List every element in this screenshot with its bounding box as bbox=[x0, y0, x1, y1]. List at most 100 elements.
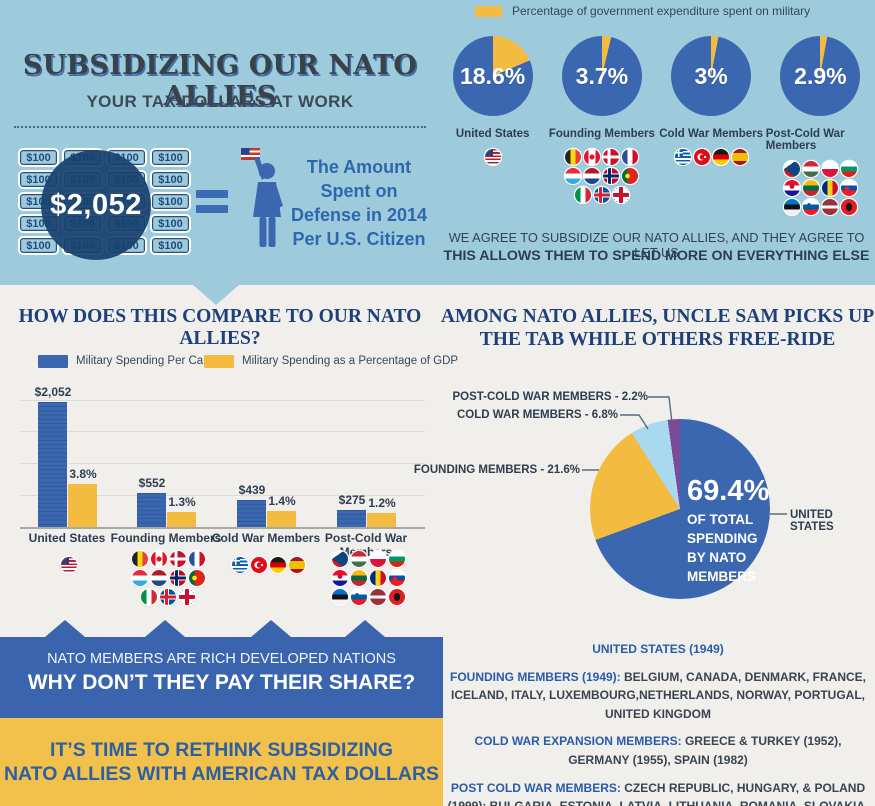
callout-founding: FOUNDING MEMBERS - 21.6% bbox=[413, 464, 580, 476]
flag-es-icon bbox=[731, 149, 748, 165]
yellow-banner bbox=[0, 718, 443, 806]
flag-group-post-cold-war-members bbox=[327, 551, 409, 605]
bar bbox=[237, 500, 266, 527]
subsidize-tagline-line2: THIS ALLOWS THEM TO SPEND MORE ON EVERYT… bbox=[443, 248, 870, 264]
gridline bbox=[20, 400, 425, 401]
pie-value-label: 3% bbox=[694, 62, 728, 89]
gridline bbox=[20, 495, 425, 496]
expenditure-group-post-cold-war-members: 2.9% Post-Cold War Members bbox=[766, 36, 875, 215]
flag-pt-icon bbox=[188, 570, 205, 586]
blue-banner-line2: WHY DON’T THEY PAY THEIR SHARE? bbox=[27, 671, 416, 694]
bar bbox=[337, 510, 366, 527]
flag-fr-icon bbox=[622, 149, 639, 165]
pie-chart-post-cold-war-members: 2.9% bbox=[780, 36, 861, 116]
bar-value-label: $439 bbox=[238, 483, 266, 497]
pie-leader-lines bbox=[582, 396, 787, 515]
callout-cold-war: COLD WAR MEMBERS - 6.8% bbox=[456, 409, 618, 421]
banner-triangle bbox=[345, 620, 385, 637]
bar bbox=[267, 511, 296, 527]
flag-al-icon bbox=[388, 589, 405, 605]
flag-be-icon bbox=[131, 551, 148, 567]
bar-value-label: 3.8% bbox=[69, 467, 97, 481]
group-label: Cold War Members bbox=[659, 128, 763, 140]
pie-value-label: 18.6% bbox=[460, 62, 526, 89]
flag-dk-icon bbox=[169, 551, 186, 567]
flag-ro-icon bbox=[821, 180, 838, 196]
share-heading-line1: AMONG NATO ALLIES, UNCLE SAM PICKS UP bbox=[440, 306, 875, 327]
bar bbox=[137, 493, 166, 527]
flag-group-cold-war-members bbox=[227, 557, 309, 573]
page-title: SUBSIDIZING OUR NATO ALLIES bbox=[22, 50, 418, 112]
expenditure-pie-row: 18.6% United States 3.7% Founding Member… bbox=[438, 36, 875, 215]
bar-value-label: 1.3% bbox=[168, 495, 196, 509]
flag-nl-icon bbox=[150, 570, 167, 586]
group-label: Post-Cold War Members bbox=[765, 128, 845, 152]
section-pointer-triangle bbox=[193, 285, 239, 305]
yellow-banner-line1: IT’S TIME TO RETHINK SUBSIDIZING bbox=[49, 739, 394, 761]
blue-legend-swatch bbox=[38, 355, 68, 368]
bar-category-label: Cold War Members bbox=[211, 531, 321, 545]
yellow-legend-swatch bbox=[204, 355, 234, 368]
flag-group-founding-members bbox=[127, 551, 209, 605]
group-label: Founding Members bbox=[548, 128, 655, 140]
bar bbox=[367, 513, 396, 527]
bar-category-label: United States bbox=[28, 531, 106, 545]
flag-nl-icon bbox=[584, 168, 601, 184]
hundred-dollar-bill: $100 bbox=[150, 236, 191, 255]
flag-pl-icon bbox=[821, 161, 838, 177]
flag-hr-icon bbox=[783, 180, 800, 196]
pie-center-text: 69.4% OF TOTAL SPENDING BY NATO MEMBERS bbox=[687, 477, 769, 587]
flag-de-icon bbox=[269, 557, 286, 573]
flag-lv-icon bbox=[821, 199, 838, 215]
bar-value-label: $552 bbox=[138, 476, 166, 490]
flag-ee-icon bbox=[783, 199, 800, 215]
dotted-divider bbox=[14, 126, 426, 128]
membership-cold-war: COLD WAR EXPANSION MEMBERS: GREECE & TUR… bbox=[474, 734, 842, 767]
blue-banner bbox=[0, 637, 443, 718]
flag-no-icon bbox=[603, 168, 620, 184]
bar bbox=[167, 512, 196, 527]
flag-us-icon bbox=[61, 557, 77, 573]
hundred-dollar-bill: $100 bbox=[18, 148, 59, 167]
flag-group-united-states bbox=[28, 557, 110, 573]
flag-hu-icon bbox=[802, 161, 819, 177]
flag-de-icon bbox=[712, 149, 729, 165]
flag-tr-icon bbox=[250, 557, 267, 573]
flag-lv-icon bbox=[369, 589, 386, 605]
flag-ca-icon bbox=[584, 149, 601, 165]
flag-fr-icon bbox=[188, 551, 205, 567]
pie-chart-united-states: 18.6% bbox=[452, 36, 533, 116]
hundred-dollar-bill: $100 bbox=[150, 214, 191, 233]
equals-icon bbox=[196, 205, 228, 213]
pie-chart-founding-members: 3.7% bbox=[561, 36, 642, 116]
total-amount-badge: $2,052 bbox=[41, 150, 151, 260]
gridline bbox=[20, 431, 425, 432]
flag-lt-icon bbox=[802, 180, 819, 196]
flag-cz-icon bbox=[783, 161, 800, 177]
flag-gb-icon bbox=[179, 589, 195, 605]
flag-group-founding-members bbox=[561, 149, 643, 203]
equals-icon bbox=[196, 190, 228, 198]
flag-lu-icon bbox=[131, 570, 148, 586]
bar-chart-plot-area: $2,052 3.8% $552 1.3% $439 1.4% $275 1.2% bbox=[20, 385, 425, 529]
callout-post-cold-war: POST-COLD WAR MEMBERS - 2.2% bbox=[452, 391, 648, 403]
legend-pct-gdp-label: Military Spending as a Percentage of GDP bbox=[242, 355, 459, 367]
flag-hu-icon bbox=[350, 551, 367, 567]
flag-no-icon bbox=[169, 570, 186, 586]
flag-be-icon bbox=[565, 149, 582, 165]
subsidize-tagline-line1: WE AGREE TO SUBSIDIZE OUR NATO ALLIES, A… bbox=[448, 230, 865, 260]
bar-value-label: $2,052 bbox=[34, 385, 72, 399]
membership-founding: FOUNDING MEMBERS (1949): BELGIUM, CANADA… bbox=[449, 669, 866, 721]
expenditure-group-founding-members: 3.7% Founding Members bbox=[547, 36, 656, 215]
bar-value-label: $275 bbox=[338, 493, 366, 507]
bar bbox=[38, 402, 67, 527]
banner-triangle bbox=[145, 620, 185, 637]
flag-group-cold-war-members bbox=[670, 149, 752, 165]
flag-group-post-cold-war-members bbox=[779, 161, 861, 215]
legend-per-capita-label: Military Spending Per Capita bbox=[76, 355, 222, 367]
nato-spending-pie-chart bbox=[590, 419, 770, 599]
flag-is-icon bbox=[160, 589, 176, 605]
banner-triangle bbox=[45, 620, 85, 637]
total-amount-value: $2,052 bbox=[50, 188, 142, 221]
gridline bbox=[20, 463, 425, 464]
